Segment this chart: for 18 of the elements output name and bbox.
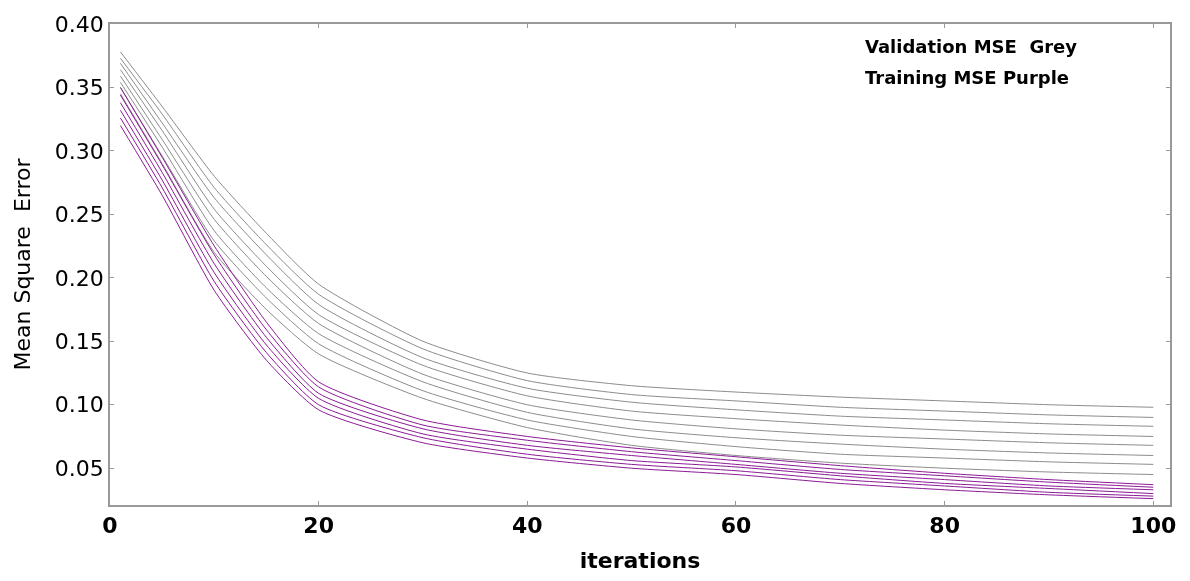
annotation: Training MSE Purple — [865, 67, 1070, 88]
x-tick-label: 80 — [929, 513, 960, 539]
y-axis-title: Mean Square Error — [10, 157, 36, 371]
y-tick-label: 0.15 — [54, 328, 104, 354]
x-tick-label: 40 — [512, 513, 543, 539]
x-tick-label: 20 — [303, 513, 334, 539]
y-tick-label: 0.40 — [54, 11, 104, 37]
y-tick-label: 0.25 — [54, 202, 104, 228]
y-tick-label: 0.20 — [54, 265, 104, 291]
x-axis-title: iterations — [579, 547, 701, 573]
x-tick-label: 0 — [102, 513, 118, 539]
x-tick-label: 60 — [720, 513, 752, 539]
x-tick-label: 100 — [1130, 513, 1177, 539]
y-tick-label: 0.10 — [54, 392, 104, 418]
y-tick-label: 0.05 — [54, 455, 104, 481]
annotation: Validation MSE Grey — [865, 36, 1078, 57]
y-tick-label: 0.35 — [54, 75, 104, 101]
y-tick-label: 0.30 — [54, 138, 104, 164]
